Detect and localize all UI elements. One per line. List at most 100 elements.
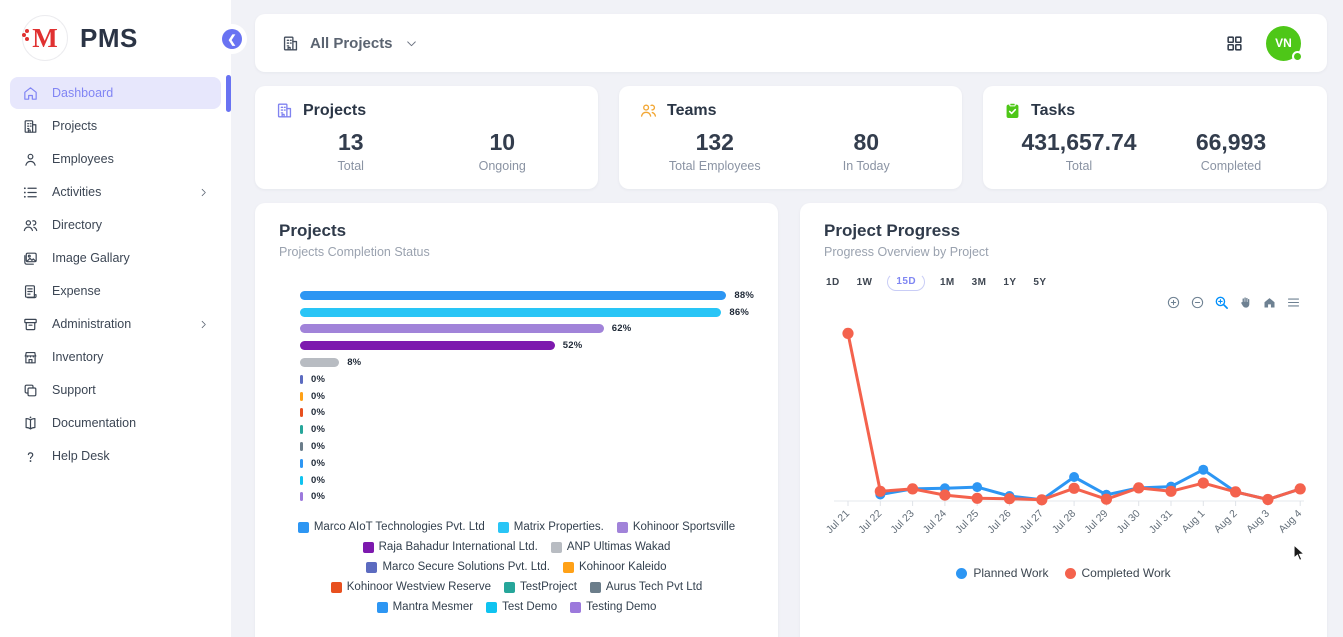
chevron-right-icon [198,319,209,330]
bar-value-label: 88% [734,289,754,301]
legend-item-marco-aiot-technologies-pvt-ltd[interactable]: Marco AIoT Technologies Pvt. Ltd [297,521,485,533]
range-button-1w[interactable]: 1W [856,276,873,288]
legend-item-testing-demo[interactable]: Testing Demo [570,601,656,613]
legend-item-kohinoor-sportsville[interactable]: Kohinoor Sportsville [616,521,735,533]
legend-item-completed-work[interactable]: Completed Work [1064,566,1171,580]
legend-swatch [550,541,562,553]
zoom-in-icon[interactable] [1166,295,1181,310]
sidebar-item-documentation[interactable]: Documentation [10,407,221,439]
sidebar-item-employees[interactable]: Employees [10,143,221,175]
bar [300,324,604,334]
sidebar-item-label: Help Desk [52,449,110,463]
chart-toolbar [1166,295,1301,310]
sidebar-item-help-desk[interactable]: Help Desk [10,440,221,472]
bar-value-label: 52% [562,340,583,352]
sidebar-item-dashboard[interactable]: Dashboard [10,77,221,109]
data-point-completed-work [1165,485,1177,497]
legend-label: Planned Work [973,566,1049,580]
pan-icon[interactable] [1238,295,1253,310]
sidebar-item-administration[interactable]: Administration [10,308,221,340]
sidebar-item-expense[interactable]: Expense [10,275,221,307]
menu-icon[interactable] [1286,295,1301,310]
data-point-completed-work [1133,482,1145,494]
range-button-1y[interactable]: 1Y [1003,276,1017,288]
bar-row-marco-aiot-technologies-pvt-ltd: 88% [300,287,754,304]
data-point-planned-work [1198,464,1209,475]
x-axis-label: Jul 30 [1115,508,1143,536]
legend-item-test-demo[interactable]: Test Demo [486,601,557,613]
legend-swatch [297,521,309,533]
bar [300,475,303,485]
sidebar: M PMS Dashboard Projects Employees Activ… [0,0,231,637]
sidebar-item-label: Support [52,383,96,397]
x-axis-label: Aug 2 [1212,508,1240,536]
x-axis-label: Jul 27 [1018,508,1046,536]
legend-item-anp-ultimas-wakad[interactable]: ANP Ultimas Wakad [550,541,671,554]
avatar[interactable]: VN [1266,25,1303,62]
range-button-3m[interactable]: 3M [971,276,987,288]
bar-value-label: 0% [311,441,326,453]
legend-swatch [504,581,516,593]
sidebar-item-label: Dashboard [52,86,114,100]
sidebar-scrollbar-thumb[interactable] [226,75,231,112]
question-icon [22,448,39,465]
building-icon [22,118,39,135]
legend-item-matrix-properties[interactable]: Matrix Properties. [497,521,604,533]
legend-item-kohinoor-westview-reserve[interactable]: Kohinoor Westview Reserve [330,581,491,593]
stat-card-teams: Teams 132 Total Employees 80 In Today [619,86,962,189]
sidebar-item-projects[interactable]: Projects [10,110,221,142]
panel-subtitle: Progress Overview by Project [824,245,989,259]
bar-value-label: 8% [347,357,362,369]
x-axis-label: Jul 24 [921,508,949,536]
selection-zoom-icon[interactable] [1214,295,1229,310]
legend-item-mantra-mesmer[interactable]: Mantra Mesmer [376,601,474,614]
legend-item-kohinoor-kaleido[interactable]: Kohinoor Kaleido [562,561,667,573]
sidebar-collapse-button[interactable]: ❮ [222,29,242,49]
bar [300,358,340,368]
legend-item-planned-work[interactable]: Planned Work [956,566,1049,580]
bar-row-kohinoor-westview-reserve: 0% [300,405,754,422]
bar-row-marco-secure-solutions-pvt-ltd: 0% [300,371,754,388]
apps-grid-icon[interactable] [1225,34,1244,53]
bar [300,290,727,300]
panel-title: Project Progress [824,221,961,240]
book-icon [22,415,39,432]
range-button-1m[interactable]: 1M [939,276,955,288]
bar [300,458,303,468]
legend-item-marco-secure-solutions-pvt-ltd[interactable]: Marco Secure Solutions Pvt. Ltd. [366,561,550,574]
data-point-completed-work [1036,494,1048,506]
x-axis-label: Jul 29 [1082,508,1110,536]
projects-completion-panel: Projects Projects Completion Status 88% … [255,203,778,637]
sidebar-item-label: Documentation [52,416,137,430]
chevron-down-icon [405,37,418,50]
sidebar-item-directory[interactable]: Directory [10,209,221,241]
x-axis-label: Jul 23 [888,508,916,536]
sidebar-item-support[interactable]: Support [10,374,221,406]
legend-swatch [486,601,498,613]
sidebar-item-activities[interactable]: Activities [10,176,221,208]
sidebar-item-inventory[interactable]: Inventory [10,341,221,373]
range-button-1d[interactable]: 1D [826,276,840,288]
legend-item-aurus-tech-pvt-ltd[interactable]: Aurus Tech Pvt Ltd [589,581,702,593]
stat-value: 80 [853,129,880,155]
reset-zoom-icon[interactable] [1262,295,1277,310]
legend-label: ANP Ultimas Wakad [566,541,671,554]
bar-value-label: 0% [311,373,326,385]
range-button-5y[interactable]: 5Y [1033,276,1047,288]
receipt-icon [22,283,39,300]
legend-swatch [376,601,388,613]
legend-item-raja-bahadur-international-ltd[interactable]: Raja Bahadur International Ltd. [362,541,538,553]
legend-label: Marco Secure Solutions Pvt. Ltd. [382,561,550,574]
legend-item-testproject[interactable]: TestProject [504,581,577,593]
legend-label: Mantra Mesmer [392,601,474,614]
range-button-15d[interactable]: 15D [887,273,925,291]
data-point-completed-work [1230,486,1242,498]
building-icon [275,101,294,120]
project-selector[interactable]: All Projects [281,34,418,53]
stat-card-title: Projects [303,101,367,119]
zoom-out-icon[interactable] [1190,295,1205,310]
completion-legend: Marco AIoT Technologies Pvt. Ltd Matrix … [279,521,754,613]
legend-swatch [362,541,374,553]
sidebar-item-image-gallary[interactable]: Image Gallary [10,242,221,274]
stat-label: Total [337,159,364,173]
